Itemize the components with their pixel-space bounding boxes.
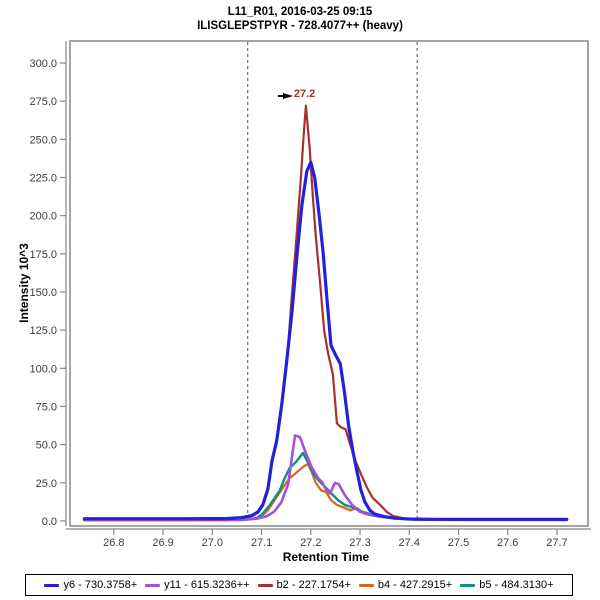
x-tick-label: 27.3	[349, 537, 370, 549]
y-tick-label: 150.0	[29, 287, 57, 299]
legend-label-b5: b5 - 484.3130+	[479, 579, 554, 591]
x-tick-label: 27.2	[300, 537, 321, 549]
legend-item-b4: b4 - 427.2915+	[358, 579, 453, 591]
legend-swatch-b2	[257, 583, 273, 587]
peak-arrow-icon	[277, 95, 283, 98]
legend-item-b2: b2 - 227.1754+	[257, 579, 351, 591]
y-axis-title: Intensity 10^3	[17, 243, 31, 323]
x-tick-label: 26.8	[103, 537, 124, 549]
legend-label-b4: b4 - 427.2915+	[377, 579, 453, 591]
legend-swatch-b5	[460, 583, 476, 587]
legend-swatch-b4	[358, 583, 374, 587]
x-tick-label: 27.6	[497, 537, 518, 549]
legend-label-y11: y11 - 615.3236++	[164, 579, 250, 591]
chart-title: L11_R01, 2016-03-25 09:15	[227, 6, 373, 18]
y-tick-label: 25.0	[36, 478, 57, 490]
x-tick-label: 27.7	[546, 537, 567, 549]
x-tick-label: 27.5	[448, 537, 469, 549]
legend-item-y11: y11 - 615.3236++	[145, 579, 250, 591]
legend: y6 - 730.3758+ y11 - 615.3236++ b2 - 227.1…	[25, 574, 573, 596]
y-tick-label: 250.0	[29, 134, 57, 146]
legend-swatch-y6	[44, 583, 60, 587]
legend-item-b5: b5 - 484.3130+	[460, 579, 554, 591]
x-axis-title: Retention Time	[282, 550, 370, 564]
chart-title-block: L11_R01, 2016-03-25 09:15 ILISGLEPSTPYR …	[0, 5, 600, 33]
x-tick-label: 27.1	[251, 537, 272, 549]
y-tick-label: 175.0	[29, 249, 57, 261]
peak-annotation-label: 27.2	[293, 87, 316, 100]
peak-annotation[interactable]: 27.2	[277, 87, 316, 100]
y-tick-label: 0.0	[42, 516, 57, 528]
legend-label-b2: b2 - 227.1754+	[276, 579, 351, 591]
series-trace-y6	[82, 160, 569, 521]
y-tick-label: 225.0	[29, 172, 57, 184]
legend-item-y6: y6 - 730.3758+	[44, 579, 137, 591]
chart-subtitle: ILISGLEPSTPYR - 728.4077++ (heavy)	[197, 20, 403, 32]
y-tick-label: 275.0	[29, 96, 57, 108]
y-tick-label: 125.0	[29, 325, 57, 337]
x-tick-label: 27.4	[399, 537, 420, 549]
y-tick-label: 300.0	[29, 58, 57, 70]
y-tick-label: 75.0	[36, 401, 57, 413]
legend-label-y6: y6 - 730.3758+	[63, 579, 138, 591]
x-tick-label: 26.9	[152, 537, 173, 549]
plot-area[interactable]	[69, 40, 589, 527]
y-tick-label: 200.0	[29, 211, 57, 223]
legend-swatch-y11	[145, 583, 161, 587]
y-tick-label: 50.0	[36, 440, 57, 452]
y-tick-label: 100.0	[29, 363, 57, 375]
x-tick-label: 27.0	[202, 537, 223, 549]
